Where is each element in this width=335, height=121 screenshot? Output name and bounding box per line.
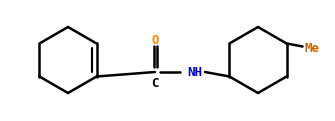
Text: O: O bbox=[151, 34, 159, 46]
Text: NH: NH bbox=[187, 65, 202, 79]
Text: C: C bbox=[151, 77, 159, 90]
Text: Me: Me bbox=[305, 42, 320, 55]
